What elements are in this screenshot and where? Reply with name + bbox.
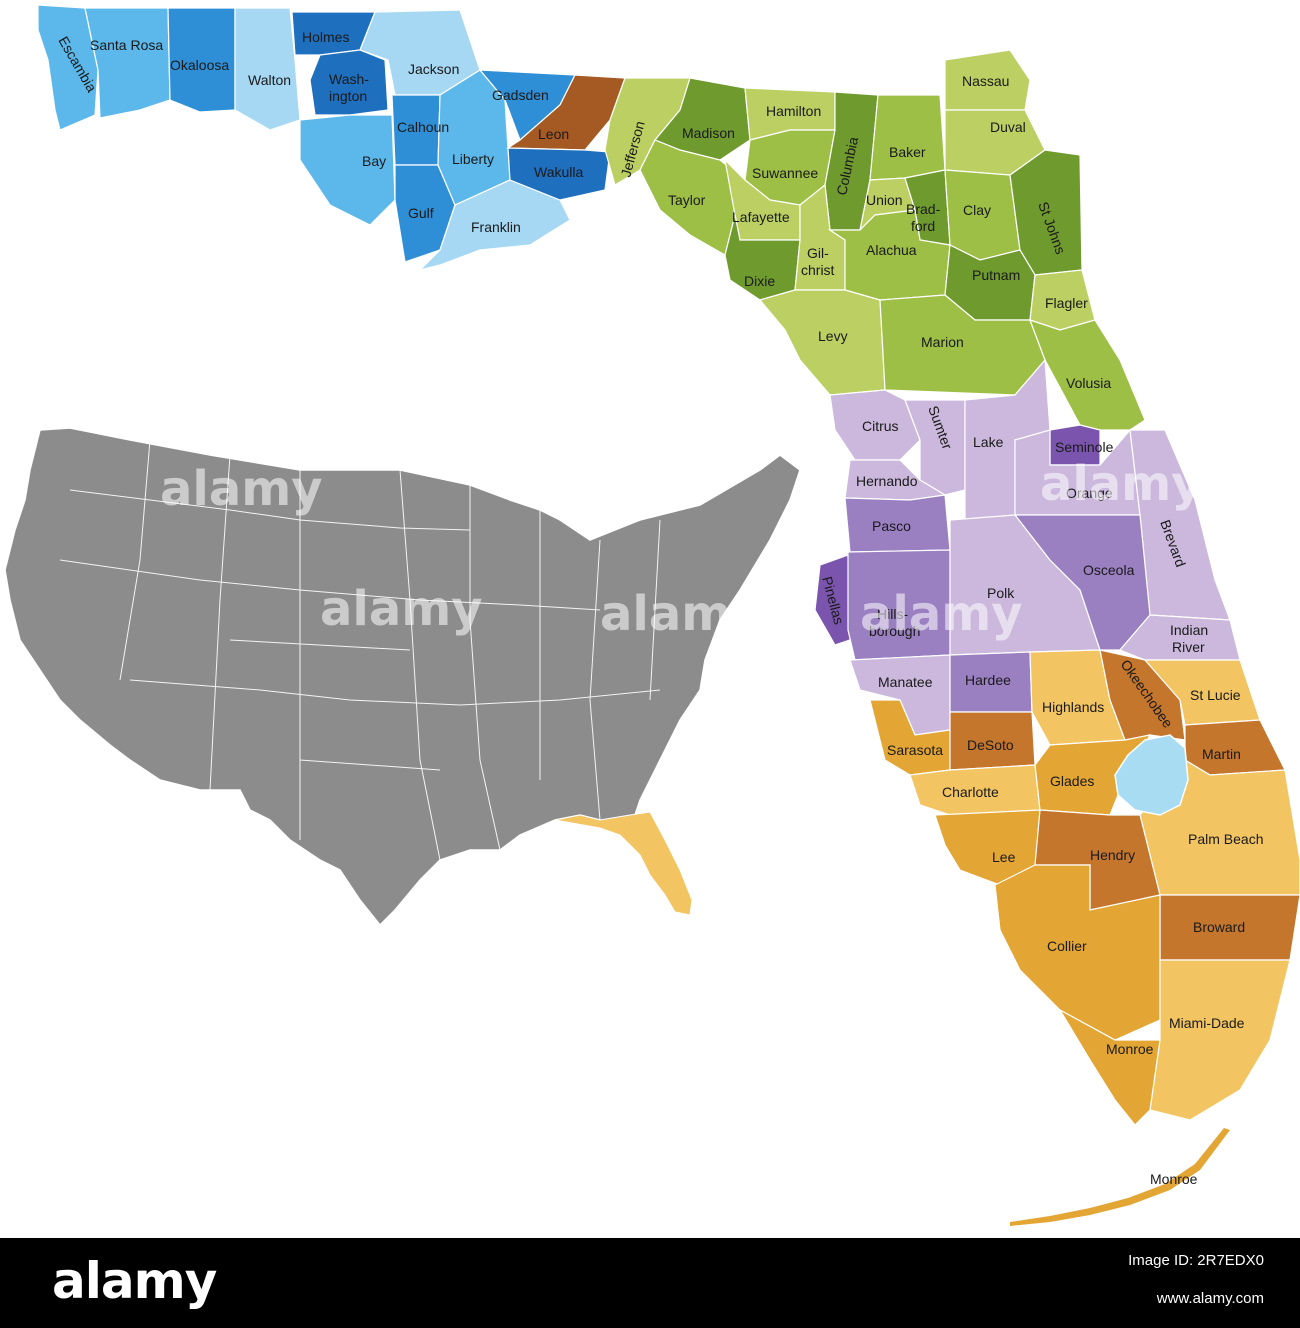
label-union: Union [866,192,903,208]
label-martin: Martin [1202,746,1241,762]
label-jackson: Jackson [408,61,459,77]
label-dixie: Dixie [744,273,775,289]
watermark: alamy [160,461,323,517]
label-putnam: Putnam [972,267,1020,283]
label-palm-beach: Palm Beach [1188,831,1263,847]
label-gilchrist-2: christ [801,262,835,278]
map-canvas: Escambia Santa Rosa Okaloosa Walton Holm… [4,4,1300,1226]
label-volusia: Volusia [1066,375,1111,391]
label-lafayette: Lafayette [732,209,790,225]
label-bradford-1: Brad- [906,201,941,217]
county-monroe [1058,1008,1161,1126]
label-franklin: Franklin [471,219,521,235]
label-glades: Glades [1050,773,1094,789]
label-hendry: Hendry [1090,847,1135,863]
label-manatee: Manatee [878,674,933,690]
label-pasco: Pasco [872,518,911,534]
label-charlotte: Charlotte [942,784,999,800]
label-hernando: Hernando [856,473,918,489]
label-desoto: DeSoto [967,737,1014,753]
label-alachua: Alachua [866,242,917,258]
label-madison: Madison [682,125,735,141]
county-walton [234,7,301,131]
label-hamilton: Hamilton [766,103,821,119]
label-seminole: Seminole [1055,439,1114,455]
label-hillsborough-1: Hills- [877,606,908,622]
label-flagler: Flagler [1045,295,1088,311]
site-url[interactable]: www.alamy.com [1156,1290,1264,1307]
county-monroe-keys [1010,1128,1230,1226]
label-monroe: Monroe [1106,1041,1154,1057]
label-washington-2: ington [329,88,367,104]
label-gulf: Gulf [408,205,434,221]
label-nassau: Nassau [962,73,1009,89]
label-polk: Polk [987,585,1015,601]
label-liberty: Liberty [452,151,494,167]
label-sarasota: Sarasota [887,742,943,758]
county-wakulla [507,147,611,201]
label-st-lucie: St Lucie [1190,687,1241,703]
footer-bar: alamy Image ID: 2R7EDX0 www.alamy.com [0,1238,1300,1328]
watermark: alamy [600,586,763,642]
label-marion: Marion [921,334,964,350]
label-leon: Leon [538,126,569,142]
label-duval: Duval [990,119,1026,135]
usa-florida-shape [554,811,693,916]
label-taylor: Taylor [668,192,706,208]
label-miami-dade: Miami-Dade [1169,1015,1245,1031]
county-pasco [844,494,951,553]
label-holmes: Holmes [302,29,349,45]
county-okaloosa [167,7,236,113]
label-hardee: Hardee [965,672,1011,688]
label-bay: Bay [362,153,386,169]
county-volusia [1028,319,1146,431]
county-baker [869,94,946,181]
label-osceola: Osceola [1083,562,1135,578]
label-calhoun: Calhoun [397,119,449,135]
label-suwannee: Suwannee [752,165,818,181]
county-miami-dade [1149,959,1291,1121]
label-wakulla: Wakulla [534,164,583,180]
map-area: Escambia Santa Rosa Okaloosa Walton Holm… [4,4,1300,1226]
label-walton: Walton [248,72,291,88]
label-levy: Levy [818,328,848,344]
label-orange: Orange [1066,485,1113,501]
watermark: alamy [1040,456,1203,512]
label-lee: Lee [992,849,1016,865]
label-monroe-keys: Monroe [1150,1171,1198,1187]
label-santa-rosa: Santa Rosa [90,37,163,53]
label-gilchrist-1: Gil- [807,245,829,261]
label-okaloosa: Okaloosa [170,57,229,73]
label-baker: Baker [889,144,926,160]
label-broward: Broward [1193,919,1245,935]
label-washington-1: Wash- [329,71,369,87]
county-pinellas [814,554,851,646]
label-indian-river-1: Indian [1170,622,1208,638]
usa-inset-map [4,427,801,927]
county-bay [299,114,396,226]
label-bradford-2: ford [911,218,935,234]
label-highlands: Highlands [1042,699,1104,715]
usa-state-borders [59,439,661,861]
watermarks: alamy alamy alamy alamy alamy [160,456,1203,642]
label-indian-river-2: River [1172,639,1205,655]
label-gadsden: Gadsden [492,87,549,103]
image-id-text: Image ID: 2R7EDX0 [1128,1252,1264,1269]
label-citrus: Citrus [862,418,899,434]
brand-logo: alamy [52,1252,217,1310]
label-hillsborough-2: borough [869,623,920,639]
label-collier: Collier [1047,938,1087,954]
county-osceola [1013,514,1151,651]
lake-okeechobee [1114,734,1189,816]
county-citrus [829,389,921,461]
watermark: alamy [860,586,1023,642]
county-santa-rosa [84,7,171,119]
label-lake: Lake [973,434,1004,450]
watermark: alamy [320,581,483,637]
label-clay: Clay [963,202,991,218]
florida-county-map [37,4,1300,1226]
